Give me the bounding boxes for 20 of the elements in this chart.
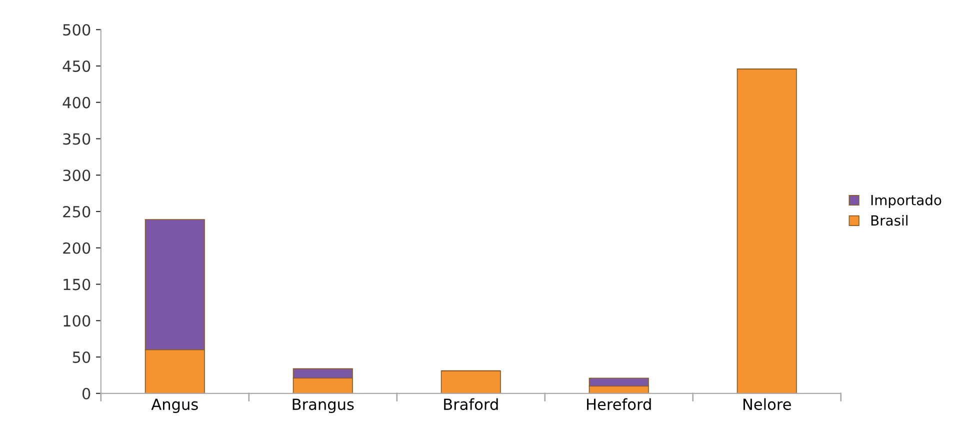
bar bbox=[736, 68, 797, 394]
x-tick-label: Brangus bbox=[292, 398, 354, 414]
bar bbox=[440, 370, 501, 394]
y-tick-label: 200 bbox=[63, 242, 90, 254]
x-tick-label: Angus bbox=[151, 398, 198, 414]
legend-label: Importado bbox=[871, 194, 942, 208]
x-tick-label: Hereford bbox=[587, 398, 651, 410]
x-tick-label: Braford bbox=[444, 398, 498, 410]
y-tick-label: 100 bbox=[64, 315, 90, 327]
legend-label: Brasil bbox=[871, 214, 908, 226]
y-tick-label: 0 bbox=[82, 388, 90, 400]
y-tick-label: 400 bbox=[62, 96, 90, 108]
y-tick-label: 250 bbox=[63, 206, 90, 218]
y-tick-label: 300 bbox=[63, 170, 90, 182]
y-tick-label: 50 bbox=[72, 351, 90, 364]
y-tick-label: 450 bbox=[62, 60, 90, 72]
y-tick-label: 350 bbox=[63, 133, 90, 145]
x-tick-label: Nelore bbox=[743, 398, 791, 410]
y-tick-label: 150 bbox=[64, 278, 90, 290]
y-tick-label: 500 bbox=[63, 24, 90, 36]
